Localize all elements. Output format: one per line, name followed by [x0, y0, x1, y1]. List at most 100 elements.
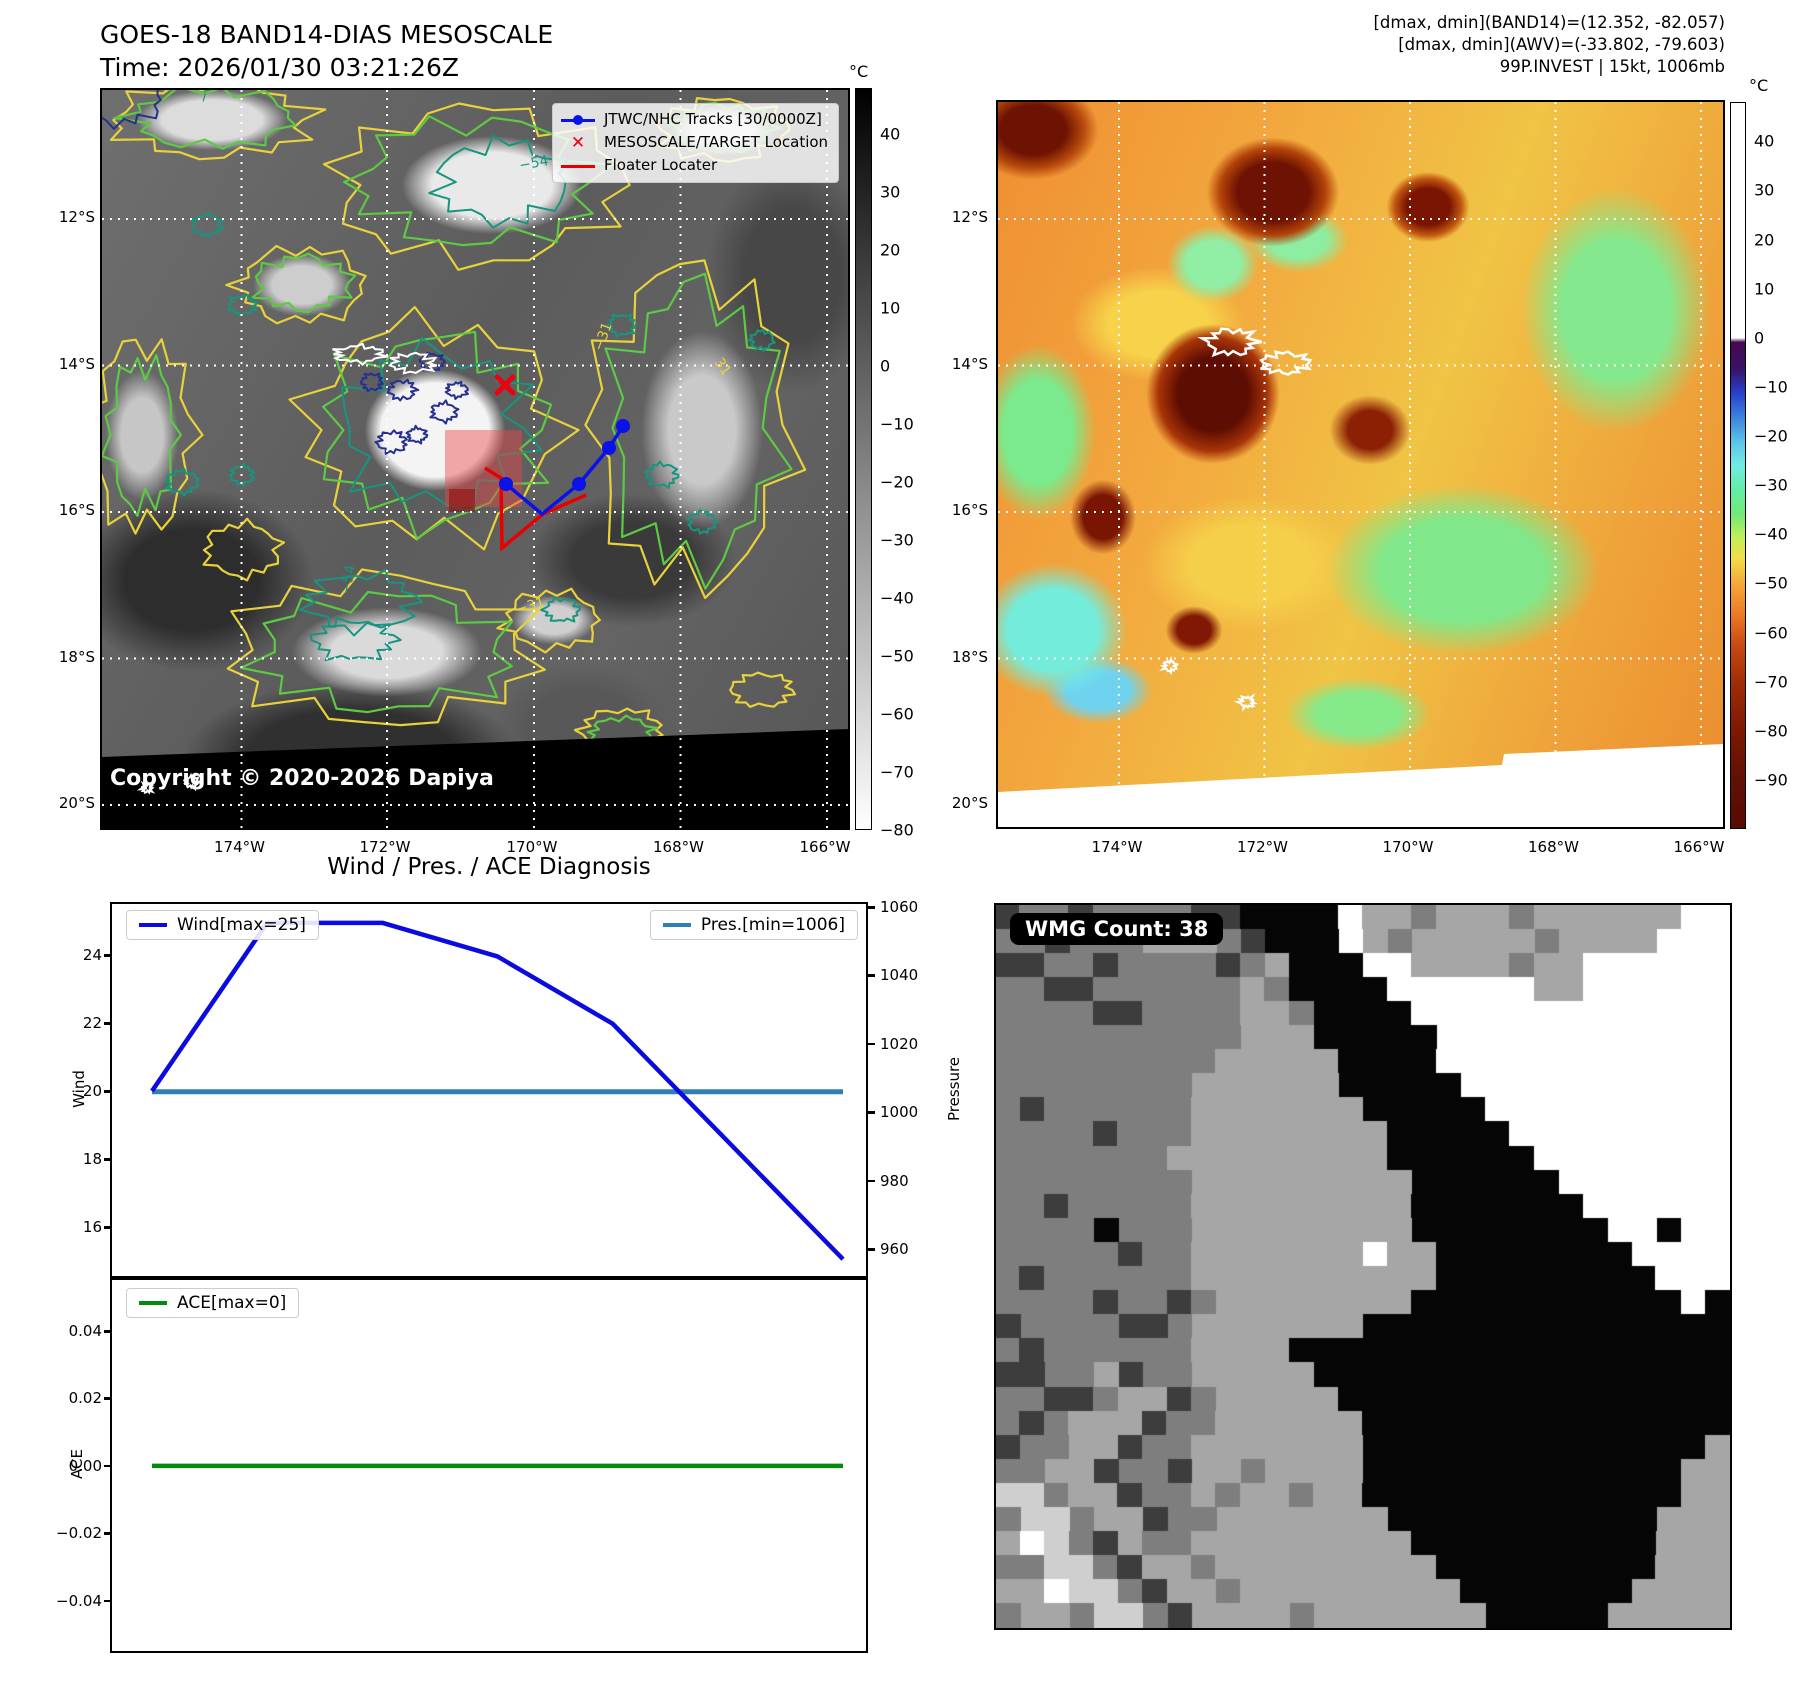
tr-cb-tick: −60	[1754, 623, 1788, 642]
tick-mark	[868, 1179, 875, 1183]
tr-cb-tick: −90	[1754, 770, 1788, 790]
track-line-icon	[561, 114, 595, 125]
tr-cb-tick: 30	[1754, 180, 1775, 200]
ace-legend: ACE[max=0]	[126, 1288, 300, 1318]
contour-label: −54	[518, 153, 550, 174]
pressure-tick: 960	[880, 1239, 909, 1258]
tl-lon-tick: 172°W	[359, 838, 411, 856]
tl-cb-tick: −40	[880, 588, 914, 608]
tl-colorbar-unit: °C	[849, 62, 869, 81]
diagnosis-title: Wind / Pres. / ACE Diagnosis	[327, 854, 651, 880]
pressure-legend-label: Pres.[min=1006]	[700, 915, 845, 935]
legend-row-track: JTWC/NHC Tracks [30/0000Z]	[561, 109, 828, 131]
map-legend: JTWC/NHC Tracks [30/0000Z] ✕ MESOSCALE/T…	[552, 103, 840, 184]
awv-map-overlay	[998, 102, 1723, 827]
tr-cb-tick: −50	[1754, 573, 1788, 593]
tl-title-line1: GOES-18 BAND14-DIAS MESOSCALE	[100, 20, 554, 49]
tick-mark	[104, 1397, 111, 1400]
tl-lat-tick: 12°S	[58, 208, 95, 226]
wind-tick: 24	[82, 946, 102, 965]
tr-lon-tick: 170°W	[1382, 838, 1434, 856]
tl-lat-tick: 18°S	[58, 647, 95, 666]
wmg-image	[996, 905, 1730, 1628]
ace-tick: −0.04	[56, 1591, 102, 1610]
tr-lat-tick: 20°S	[951, 794, 988, 812]
tick-mark	[868, 1042, 875, 1046]
tr-lon-tick: 174°W	[1091, 838, 1143, 856]
ace-chart: ACE[max=0]	[110, 1278, 868, 1653]
tl-lat-tick: 14°S	[58, 354, 95, 373]
tick-mark	[104, 1464, 111, 1468]
copyright-text: Copyright © 2020-2026 Dapiya	[110, 766, 494, 791]
contour-label: −31	[514, 595, 547, 618]
tr-info-line1: [dmax, dmin](BAND14)=(12.352, -82.057)	[1373, 13, 1725, 32]
tl-cb-tick: −80	[880, 820, 914, 840]
ace-tick: 0.02	[68, 1389, 102, 1408]
tr-cb-tick: 20	[1754, 230, 1775, 250]
awv-map	[996, 100, 1725, 829]
tl-lat-tick: 16°S	[58, 501, 95, 519]
wmg-count-label: WMG Count: 38	[1010, 913, 1224, 945]
ace-tick: 0.00	[68, 1456, 102, 1475]
tr-cb-tick: −10	[1754, 377, 1788, 397]
legend-row-floater: Floater Locater	[561, 155, 828, 177]
tl-cb-tick: −30	[880, 530, 914, 550]
legend-row-target: ✕ MESOSCALE/TARGET Location	[561, 131, 828, 156]
tick-mark	[104, 954, 111, 957]
wind-tick: 22	[82, 1014, 102, 1033]
tr-cb-tick: −30	[1754, 475, 1788, 495]
tr-cb-tick: −70	[1754, 672, 1788, 692]
tr-lon-tick: 168°W	[1528, 838, 1579, 856]
tl-cb-tick: 30	[880, 182, 901, 202]
tick-mark	[868, 906, 875, 909]
contour-label: 31	[711, 355, 734, 379]
pressure-tick: 980	[880, 1171, 909, 1190]
tr-lon-tick: 166°W	[1673, 838, 1725, 856]
pressure-tick: 1000	[880, 1103, 919, 1122]
tl-cb-tick: −10	[880, 414, 914, 434]
tick-mark	[104, 1329, 111, 1333]
contour-label: −54	[338, 564, 359, 596]
wind-tick: 16	[82, 1218, 102, 1236]
tr-cb-tick: 10	[1754, 279, 1775, 299]
tick-mark	[868, 974, 875, 978]
wind-legend-label: Wind[max=25]	[177, 915, 306, 935]
tick-mark	[104, 1599, 111, 1603]
wind-tick: 18	[82, 1150, 102, 1168]
tl-cb-tick: 40	[880, 124, 901, 144]
tr-info-line3: 99P.INVEST | 15kt, 1006mb	[1499, 56, 1725, 76]
pressure-swatch-icon	[662, 923, 691, 927]
tl-cb-tick: 10	[880, 298, 901, 318]
tl-title-line2: Time: 2026/01/30 03:21:26Z	[100, 53, 459, 82]
tl-lon-tick: 166°W	[799, 838, 851, 856]
tl-cb-tick: −70	[880, 762, 914, 782]
pressure-axis-title: Pressure	[945, 1056, 964, 1122]
tr-lat-tick: 12°S	[951, 208, 988, 226]
tl-lon-tick: 168°W	[653, 838, 704, 856]
tl-cb-tick: −20	[880, 472, 914, 492]
band14-colorbar	[855, 88, 872, 830]
tr-info: [dmax, dmin](BAND14)=(12.352, -82.057) […	[1150, 12, 1725, 77]
ace-tick: 0.04	[68, 1321, 102, 1340]
awv-colorbar	[1730, 102, 1746, 829]
ace-tick: −0.02	[56, 1524, 102, 1543]
floater-line-icon	[561, 164, 595, 168]
tick-mark	[104, 1158, 111, 1161]
ace-swatch-icon	[139, 1301, 167, 1305]
tick-mark	[104, 1090, 111, 1093]
tr-info-line2: [dmax, dmin](AWV)=(-33.802, -79.603)	[1398, 34, 1725, 54]
tick-mark	[868, 1247, 875, 1251]
ace-legend-label: ACE[max=0]	[177, 1293, 287, 1313]
pressure-tick: 1040	[880, 966, 919, 985]
tr-cb-tick: −40	[1754, 524, 1788, 544]
x-marker-icon: ✕	[570, 132, 586, 153]
tl-lon-tick: 174°W	[214, 838, 265, 856]
tick-mark	[104, 1022, 111, 1025]
pressure-tick: 1060	[880, 898, 919, 917]
pressure-legend: Pres.[min=1006]	[649, 910, 858, 940]
legend-track-label: JTWC/NHC Tracks [30/0000Z]	[604, 110, 822, 128]
contour-label: −64	[195, 90, 218, 105]
tr-lat-tick: 16°S	[951, 501, 988, 519]
